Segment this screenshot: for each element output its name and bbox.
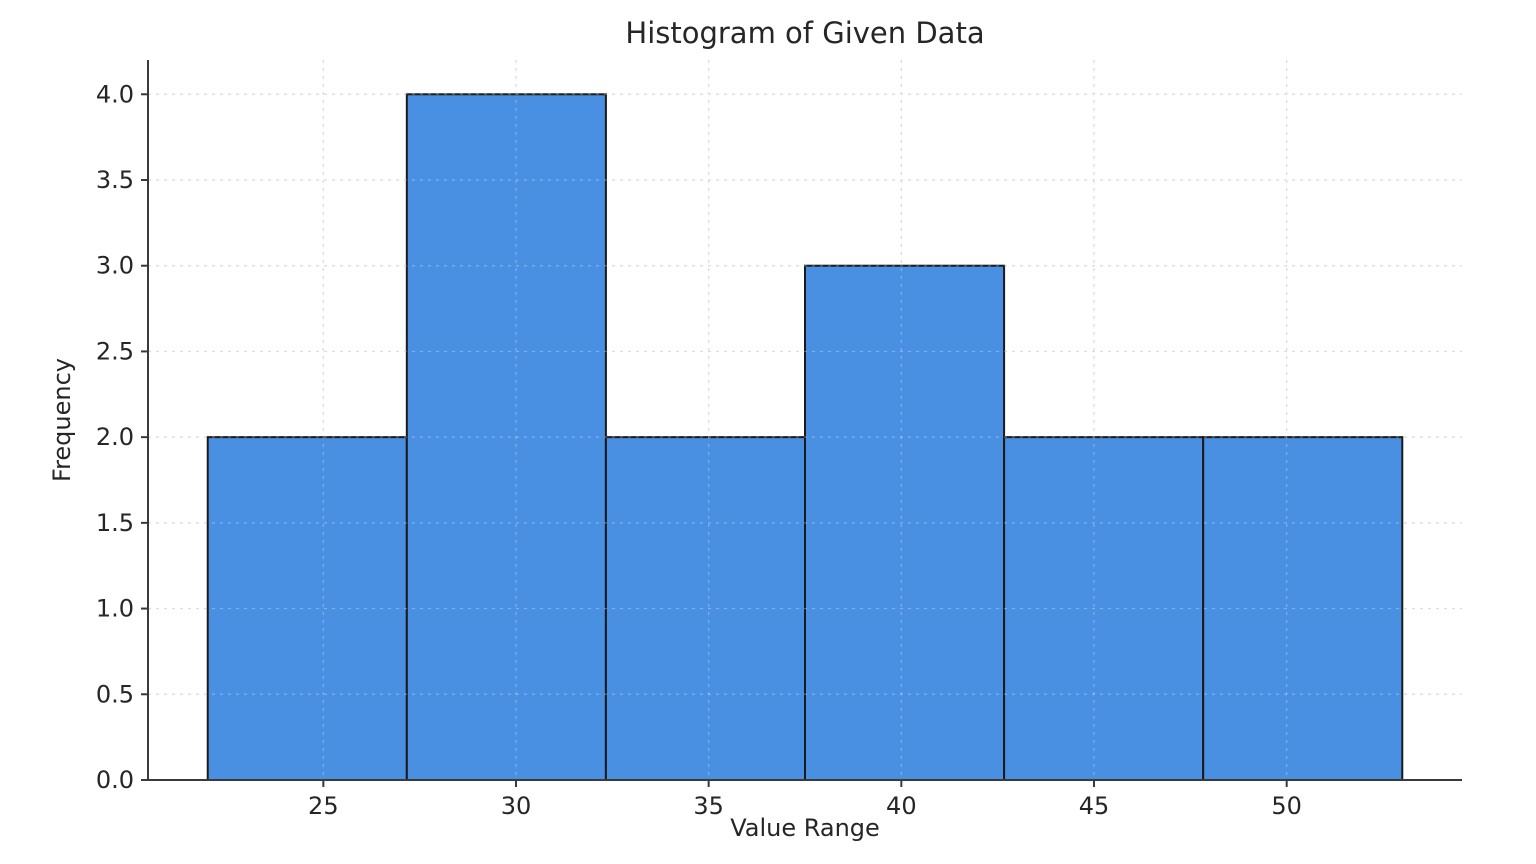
y-tick-label: 3.5 <box>96 166 134 194</box>
x-tick-label: 40 <box>886 792 917 820</box>
y-tick-label: 4.0 <box>96 80 134 108</box>
x-tick-label: 25 <box>308 792 339 820</box>
y-tick-label: 2.0 <box>96 423 134 451</box>
y-tick-label: 3.0 <box>96 252 134 280</box>
x-axis-label: Value Range <box>730 814 880 842</box>
histogram-bar <box>206 436 408 781</box>
y-tick-label: 0.5 <box>96 680 134 708</box>
y-tick-label: 1.0 <box>96 595 134 623</box>
y-tick-label: 2.5 <box>96 337 134 365</box>
histogram-bar <box>1202 436 1404 781</box>
x-tick-label: 35 <box>693 792 724 820</box>
y-tick-label: 1.5 <box>96 509 134 537</box>
y-tick-label: 0.0 <box>96 766 134 794</box>
histogram-bar <box>1003 436 1205 781</box>
x-tick-label: 30 <box>501 792 532 820</box>
x-tick-label: 45 <box>1079 792 1110 820</box>
histogram-bar <box>604 436 807 781</box>
histogram-bar <box>804 264 1006 781</box>
x-tick-label: 50 <box>1271 792 1302 820</box>
chart-title: Histogram of Given Data <box>625 16 985 50</box>
